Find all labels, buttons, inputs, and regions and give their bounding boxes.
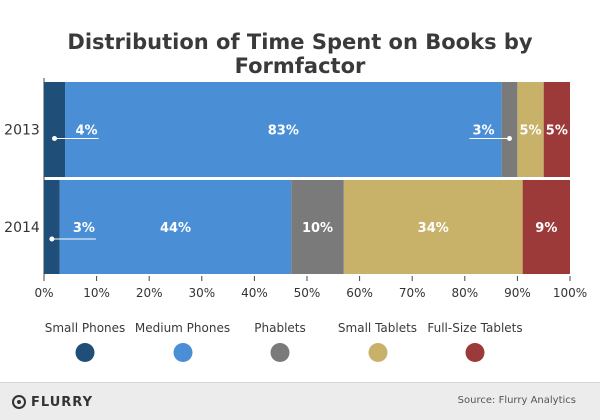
data-label-2014-phablets: 10% xyxy=(302,221,333,236)
row-label-2014: 2014 xyxy=(4,220,40,236)
leader-dot-2014-small-phones xyxy=(49,236,55,242)
brand-name: FLURRY xyxy=(31,394,93,410)
x-tick-label-0: 0% xyxy=(34,286,53,300)
legend-swatch-full-size-tablets xyxy=(465,343,485,362)
legend-label-small-tablets: Small Tablets xyxy=(337,321,418,335)
x-tick-label-4: 40% xyxy=(241,286,268,300)
bar-2014-full-size-tablets xyxy=(522,180,570,274)
bar-2014-small-phones xyxy=(44,180,60,274)
bar-2014-small-tablets xyxy=(343,180,523,274)
x-tick-label-6: 60% xyxy=(346,286,373,300)
bar-2014-phablets xyxy=(291,180,344,274)
legend-label-phablets: Phablets xyxy=(254,321,306,335)
chart-title: Distribution of Time Spent on Books by F… xyxy=(67,30,533,78)
data-label-2013-small-phones: 4% xyxy=(75,124,97,139)
footer-bar: FLURRY Source: Flurry Analytics xyxy=(0,382,600,420)
data-label-2014-full-size-tablets: 9% xyxy=(535,221,557,236)
bar-2014-medium-phones xyxy=(59,180,292,274)
x-tick-label-1: 10% xyxy=(83,286,110,300)
x-tick-label-3: 30% xyxy=(188,286,215,300)
bar-2013-small-tablets xyxy=(517,82,544,177)
bar-2013-full-size-tablets xyxy=(543,82,570,177)
x-tick-label-5: 50% xyxy=(294,286,321,300)
x-tick-label-10: 100% xyxy=(553,286,587,300)
flurry-logo: FLURRY xyxy=(12,393,93,411)
legend-swatch-small-phones xyxy=(75,343,95,362)
x-tick-label-8: 80% xyxy=(451,286,478,300)
bar-2013-medium-phones xyxy=(65,82,502,177)
data-label-2013-small-tablets: 5% xyxy=(520,124,542,139)
bar-2013-phablets xyxy=(501,82,518,177)
source-note: Source: Flurry Analytics xyxy=(457,395,576,406)
data-label-2014-small-phones: 3% xyxy=(73,221,95,236)
row-label-2013: 2013 xyxy=(4,123,40,139)
leader-dot-2013-small-phones xyxy=(52,136,58,141)
legend-label-small-phones: Small Phones xyxy=(44,321,126,335)
flurry-logo-icon xyxy=(12,395,26,409)
x-tick-label-2: 20% xyxy=(136,286,163,300)
legend-label-full-size-tablets: Full-Size Tablets xyxy=(427,321,523,335)
legend-swatch-phablets xyxy=(270,343,290,362)
data-label-2013-medium-phones: 83% xyxy=(268,124,299,139)
x-tick-label-7: 70% xyxy=(399,286,426,300)
x-tick-label-9: 90% xyxy=(504,286,531,300)
legend-label-medium-phones: Medium Phones xyxy=(134,321,231,335)
legend-swatch-small-tablets xyxy=(368,343,387,362)
data-label-2013-full-size-tablets: 5% xyxy=(546,124,568,139)
chart-plot: 2013 4% 83% 3% 5% 5% 2014 3% 44% 10% 34% 9% 0% 10% 20%… xyxy=(4,78,587,300)
data-label-2014-small-tablets: 34% xyxy=(418,221,449,236)
data-label-2014-medium-phones: 44% xyxy=(160,221,191,236)
leader-dot-2013-phablets xyxy=(507,136,513,141)
data-label-2013-phablets: 3% xyxy=(472,124,494,139)
bar-2013-small-phones xyxy=(44,82,66,177)
legend-swatch-medium-phones xyxy=(173,343,192,362)
